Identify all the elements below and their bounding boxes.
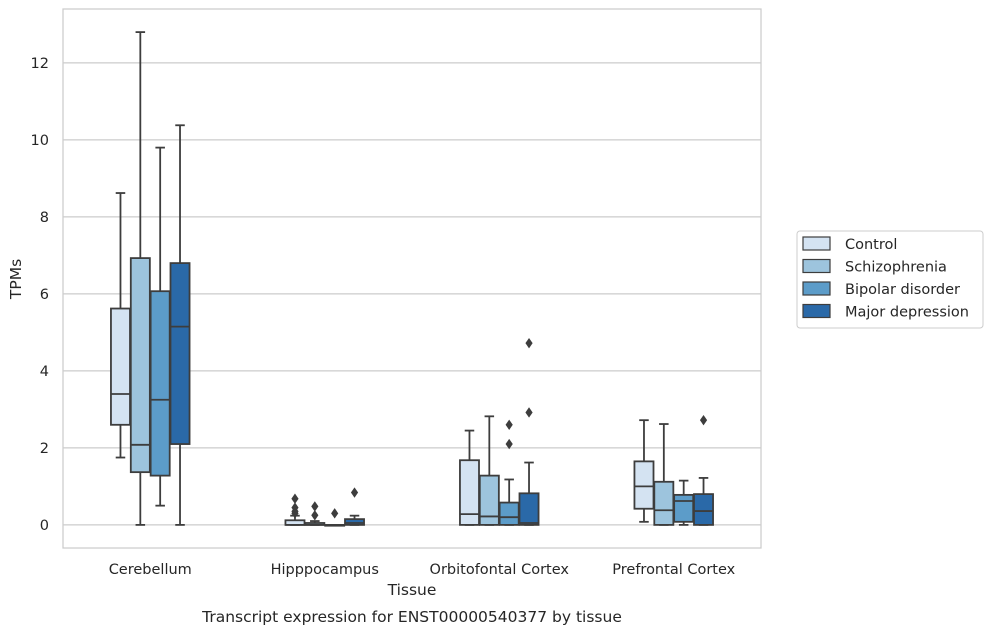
iqr-box xyxy=(693,493,714,526)
legend-swatch xyxy=(802,236,831,251)
box-major-depression xyxy=(518,337,540,526)
legend-label: Control xyxy=(845,237,897,253)
x-tick-label: Orbitofontal Cortex xyxy=(430,562,570,578)
y-tick-label: 6 xyxy=(40,287,49,303)
box-major-depression xyxy=(169,124,191,526)
box-schizophrenia xyxy=(653,423,675,526)
outlier-point xyxy=(311,501,319,512)
iqr-box xyxy=(653,480,675,526)
box-schizophrenia xyxy=(478,415,500,526)
legend: Control Schizophrenia Bipolar disorder Majo… xyxy=(796,230,984,329)
iqr-box xyxy=(633,460,655,510)
x-axis-ticks: Cerebellum Hipppocampus Orbitofontal Corte… xyxy=(109,562,736,578)
outlier-point xyxy=(505,438,513,450)
y-axis-label: TPMs xyxy=(7,259,25,300)
outlier-point xyxy=(291,502,299,513)
y-tick-label: 8 xyxy=(40,210,49,226)
iqr-box xyxy=(344,518,365,526)
y-tick-label: 12 xyxy=(31,56,49,72)
iqr-box xyxy=(149,290,171,477)
outlier-point xyxy=(525,407,533,418)
iqr-box xyxy=(478,474,500,526)
x-axis-label: Tissue xyxy=(387,581,437,599)
x-tick-label: Prefrontal Cortex xyxy=(612,562,735,578)
legend-label: Schizophrenia xyxy=(845,260,947,276)
iqr-box xyxy=(110,307,131,426)
box-bipolar-disorder xyxy=(324,508,346,527)
box-major-depression xyxy=(344,487,365,526)
outlier-point xyxy=(291,493,299,504)
outlier-point xyxy=(331,508,339,519)
iqr-box xyxy=(518,492,540,526)
legend-label: Major depression xyxy=(845,305,969,321)
iqr-box xyxy=(498,501,520,526)
box-major-depression xyxy=(693,414,714,526)
x-tick-label: Hipppocampus xyxy=(271,562,379,578)
box-schizophrenia xyxy=(304,501,326,526)
iqr-box xyxy=(129,257,151,474)
y-tick-label: 4 xyxy=(40,364,49,380)
x-tick-label: Cerebellum xyxy=(109,562,192,578)
legend-label: Bipolar disorder xyxy=(845,282,960,298)
iqr-box xyxy=(673,493,695,523)
y-tick-label: 10 xyxy=(31,133,49,149)
iqr-box xyxy=(169,262,191,445)
box-bipolar-disorder xyxy=(498,419,520,526)
y-tick-label: 2 xyxy=(40,441,49,457)
box-control xyxy=(633,419,655,523)
outlier-point xyxy=(525,337,533,349)
legend-swatch xyxy=(802,281,831,296)
outlier-point xyxy=(350,487,359,498)
legend-swatch xyxy=(802,303,831,319)
legend-swatch xyxy=(802,258,831,274)
legend-frame xyxy=(796,230,984,329)
box-bipolar-disorder xyxy=(673,479,695,526)
chart-caption: Transcript expression for ENST0000054037… xyxy=(201,608,622,626)
iqr-box xyxy=(459,459,480,526)
box-series xyxy=(110,31,714,527)
outlier-point xyxy=(699,414,708,426)
outlier-point xyxy=(505,419,513,430)
y-axis-ticks: 0 2 4 6 8 10 12 xyxy=(31,56,49,534)
outlier-point xyxy=(311,510,319,521)
y-tick-label: 0 xyxy=(40,518,49,534)
